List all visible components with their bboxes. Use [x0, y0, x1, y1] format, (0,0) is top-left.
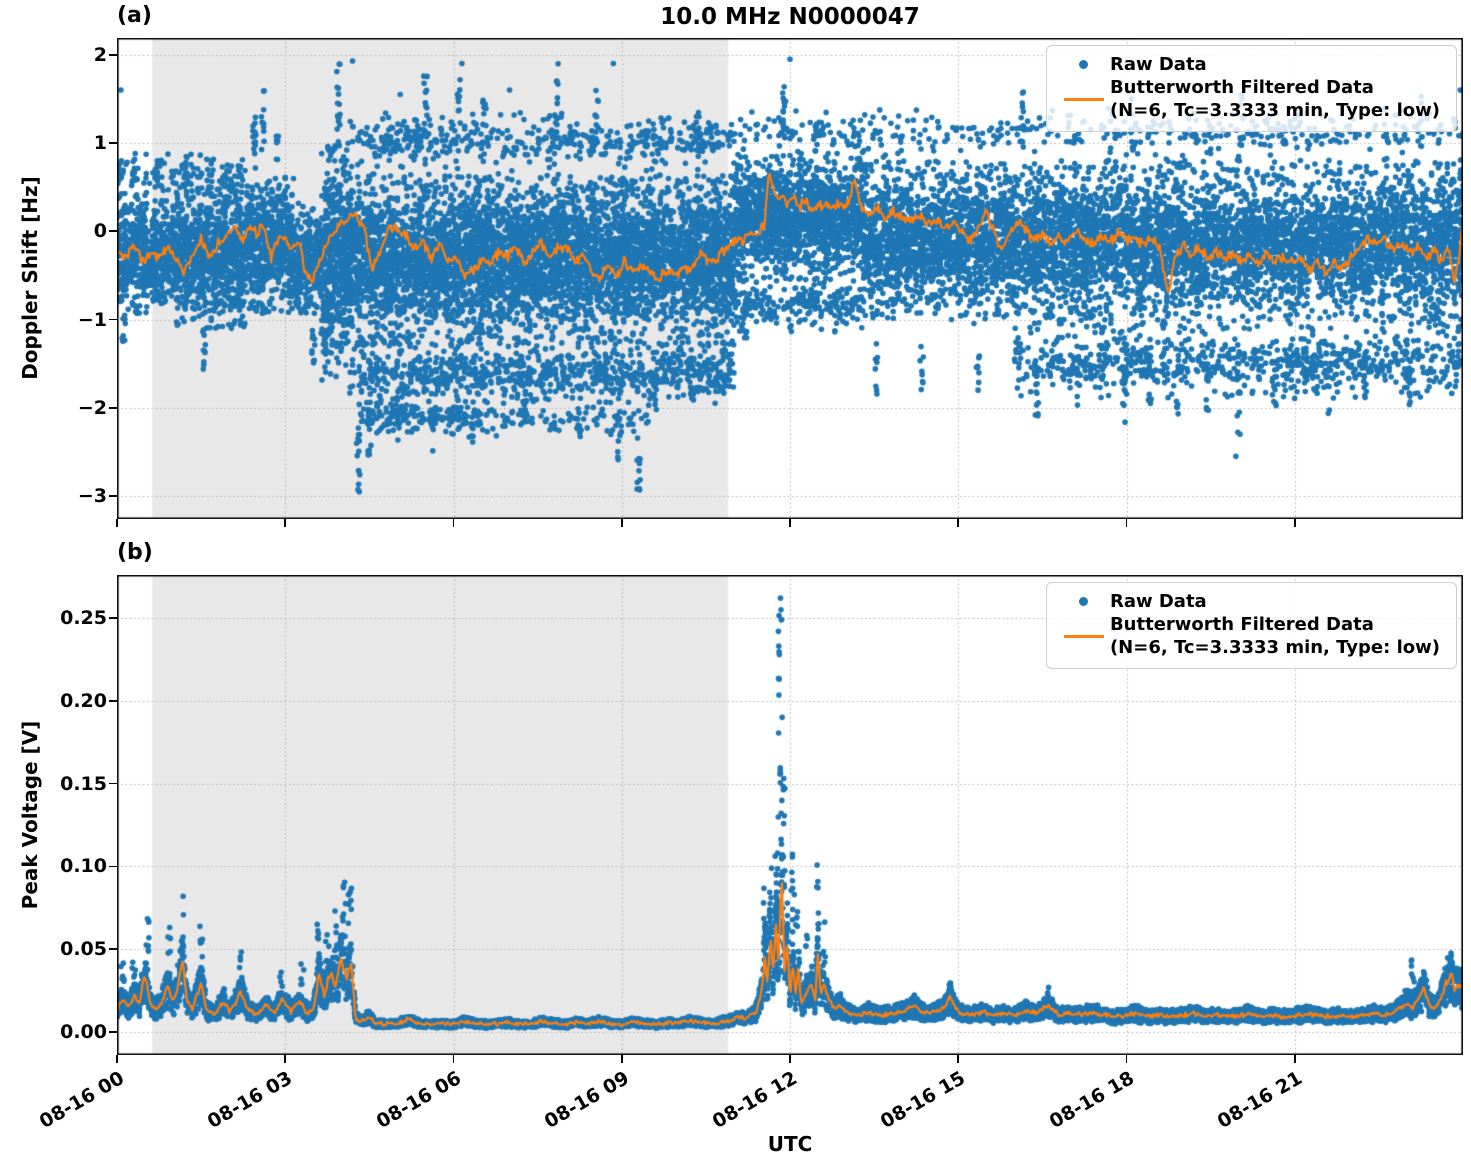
- y-tick-label: 0.15: [60, 772, 107, 795]
- panel-b-plot-area: Raw Data Butterworth Filtered Data (N=6, …: [117, 575, 1463, 1055]
- y-tick-mark: [109, 318, 117, 321]
- y-tick-label: 0: [93, 220, 107, 243]
- x-tick-mark: [1293, 519, 1296, 527]
- filtered-line-marker-icon: [1063, 97, 1104, 101]
- x-tick-mark: [789, 519, 791, 527]
- figure-title: 10.0 MHz N0000047: [660, 4, 920, 30]
- x-axis-label: UTC: [767, 1132, 813, 1156]
- y-tick-mark: [109, 948, 117, 950]
- y-tick-mark: [109, 699, 117, 702]
- legend-row-raw: Raw Data: [1058, 590, 1440, 613]
- raw-data-marker-icon: [1079, 597, 1089, 606]
- y-tick-label: 2: [93, 43, 107, 66]
- legend-raw-label: Raw Data: [1109, 54, 1207, 75]
- y-tick-mark: [109, 865, 117, 868]
- y-tick-mark: [109, 230, 117, 233]
- x-tick-mark: [789, 1055, 791, 1063]
- legend-filtered-label: Butterworth Filtered Data (N=6, Tc=3.3333…: [1110, 613, 1440, 659]
- y-tick-label: 0.20: [60, 689, 107, 712]
- panel-b-tag: (b): [117, 540, 153, 565]
- x-tick-mark: [1125, 1055, 1128, 1063]
- y-tick-label: 0.05: [60, 938, 107, 961]
- x-tick-mark: [116, 519, 118, 527]
- legend-filtered-label-line2: (N=6, Tc=3.3333 min, Type: low): [1109, 637, 1440, 658]
- panel-b-legend: Raw Data Butterworth Filtered Data (N=6, …: [1045, 582, 1457, 669]
- panel-a-plot-area: Raw Data Butterworth Filtered Data (N=6, …: [117, 38, 1463, 519]
- raw-data-marker-icon: [1079, 60, 1089, 69]
- y-tick-mark: [109, 1031, 117, 1033]
- y-tick-mark: [109, 495, 117, 497]
- y-tick-label: −3: [77, 485, 107, 508]
- legend-raw-label: Raw Data: [1109, 591, 1207, 612]
- panel-a-ylabel: Doppler Shift [Hz]: [18, 176, 42, 380]
- legend-marker-cell: [1058, 60, 1110, 69]
- legend-marker-cell: [1058, 597, 1110, 606]
- x-tick-mark: [1293, 1055, 1296, 1063]
- y-tick-mark: [109, 53, 117, 56]
- y-tick-label: −1: [77, 308, 107, 331]
- x-tick-mark: [1125, 519, 1128, 527]
- x-tick-mark: [620, 1055, 623, 1063]
- panel-a-legend: Raw Data Butterworth Filtered Data (N=6, …: [1045, 45, 1457, 132]
- x-tick-mark: [957, 1055, 960, 1063]
- y-tick-label: 0.00: [60, 1020, 107, 1043]
- x-tick-mark: [284, 1055, 287, 1063]
- y-tick-mark: [109, 617, 117, 619]
- x-tick-mark: [620, 519, 623, 527]
- y-tick-label: −2: [77, 396, 107, 419]
- legend-row-filtered: Butterworth Filtered Data (N=6, Tc=3.3333…: [1058, 76, 1440, 122]
- panel-a-tag: (a): [117, 3, 152, 28]
- legend-row-raw: Raw Data: [1058, 53, 1440, 76]
- y-tick-label: 0.10: [60, 855, 107, 878]
- y-tick-label: 1: [93, 132, 107, 155]
- x-tick-mark: [452, 1055, 455, 1063]
- legend-marker-cell: [1058, 634, 1110, 638]
- x-tick-mark: [284, 519, 287, 527]
- y-tick-mark: [109, 782, 117, 785]
- legend-marker-cell: [1058, 97, 1110, 101]
- legend-row-filtered: Butterworth Filtered Data (N=6, Tc=3.3333…: [1058, 613, 1440, 659]
- y-tick-mark: [109, 142, 117, 144]
- x-tick-mark: [452, 519, 455, 527]
- legend-filtered-label-line1: Butterworth Filtered Data: [1109, 77, 1374, 98]
- legend-filtered-label-line1: Butterworth Filtered Data: [1109, 614, 1374, 635]
- filtered-line-marker-icon: [1063, 634, 1104, 638]
- x-tick-label: 08-16 00: [35, 1067, 128, 1133]
- legend-filtered-label: Butterworth Filtered Data (N=6, Tc=3.3333…: [1110, 76, 1440, 122]
- x-tick-mark: [116, 1055, 118, 1063]
- panel-b-ylabel: Peak Voltage [V]: [18, 720, 42, 910]
- y-tick-mark: [109, 406, 117, 409]
- x-tick-mark: [957, 519, 960, 527]
- legend-filtered-label-line2: (N=6, Tc=3.3333 min, Type: low): [1109, 100, 1440, 121]
- y-tick-label: 0.25: [60, 607, 107, 630]
